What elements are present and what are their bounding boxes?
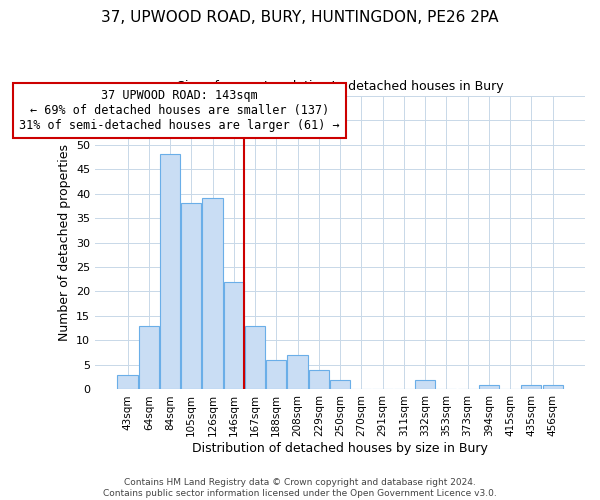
Bar	[266, 360, 286, 390]
Bar	[245, 326, 265, 390]
Bar	[415, 380, 435, 390]
Text: 37, UPWOOD ROAD, BURY, HUNTINGDON, PE26 2PA: 37, UPWOOD ROAD, BURY, HUNTINGDON, PE26 …	[101, 10, 499, 25]
Y-axis label: Number of detached properties: Number of detached properties	[58, 144, 71, 341]
Bar	[224, 282, 244, 390]
Bar	[202, 198, 223, 390]
Bar	[160, 154, 180, 390]
Bar	[309, 370, 329, 390]
Bar	[181, 204, 202, 390]
Text: Contains HM Land Registry data © Crown copyright and database right 2024.
Contai: Contains HM Land Registry data © Crown c…	[103, 478, 497, 498]
Bar	[521, 384, 541, 390]
Bar	[139, 326, 159, 390]
Title: Size of property relative to detached houses in Bury: Size of property relative to detached ho…	[177, 80, 503, 93]
Bar	[479, 384, 499, 390]
Bar	[287, 355, 308, 390]
Text: 37 UPWOOD ROAD: 143sqm
← 69% of detached houses are smaller (137)
31% of semi-de: 37 UPWOOD ROAD: 143sqm ← 69% of detached…	[19, 89, 340, 132]
Bar	[118, 375, 137, 390]
Bar	[542, 384, 563, 390]
Bar	[330, 380, 350, 390]
X-axis label: Distribution of detached houses by size in Bury: Distribution of detached houses by size …	[192, 442, 488, 455]
